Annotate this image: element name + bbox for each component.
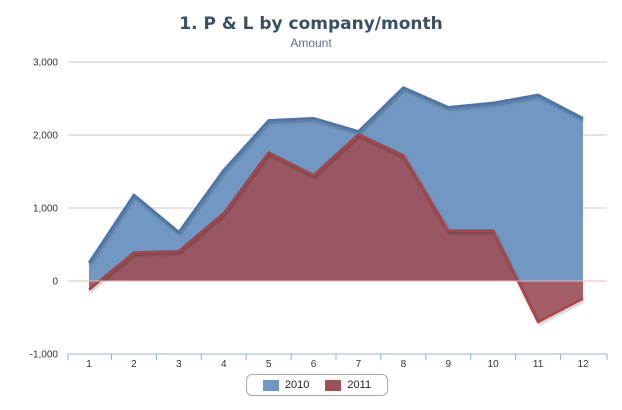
x-tick-label: 10 (488, 359, 500, 370)
chart-subtitle: Amount (290, 36, 332, 50)
series-areas (87, 86, 584, 324)
legend-swatch-2010 (262, 379, 279, 391)
x-tick-label: 3 (176, 359, 182, 370)
x-tick-label: 6 (311, 359, 317, 370)
series-line-2011 (88, 133, 584, 324)
x-tick-label: 5 (266, 359, 272, 370)
x-tick-label: 12 (577, 359, 589, 370)
x-tick-label: 2 (131, 359, 137, 370)
x-tick-label: 4 (221, 359, 227, 370)
legend-item-2011[interactable]: 2011 (325, 379, 371, 391)
y-tick-label: -1,000 (30, 350, 59, 361)
y-tick-label: 1,000 (33, 204, 58, 215)
chart-title: 1. P & L by company/month (179, 14, 443, 34)
axes (67, 280, 608, 360)
y-tick-label: 3,000 (33, 58, 58, 69)
series-area-2011 (89, 134, 583, 322)
y-tick-label: 2,000 (33, 131, 58, 142)
x-tick-label: 11 (533, 359, 544, 370)
x-tick-label: 1 (86, 359, 92, 370)
legend-label-2011: 2011 (347, 379, 372, 391)
legend-swatch-2011 (325, 379, 342, 391)
y-tick-label: 0 (52, 277, 58, 288)
legend-item-2010[interactable]: 2010 (262, 379, 310, 391)
series-line-2010 (87, 86, 584, 264)
x-tick-label: 8 (401, 359, 407, 370)
x-tick-label: 7 (356, 359, 362, 370)
legend: 2010 2011 (246, 374, 388, 396)
legend-label-2010: 2010 (284, 379, 310, 391)
x-tick-label: 9 (445, 359, 451, 370)
